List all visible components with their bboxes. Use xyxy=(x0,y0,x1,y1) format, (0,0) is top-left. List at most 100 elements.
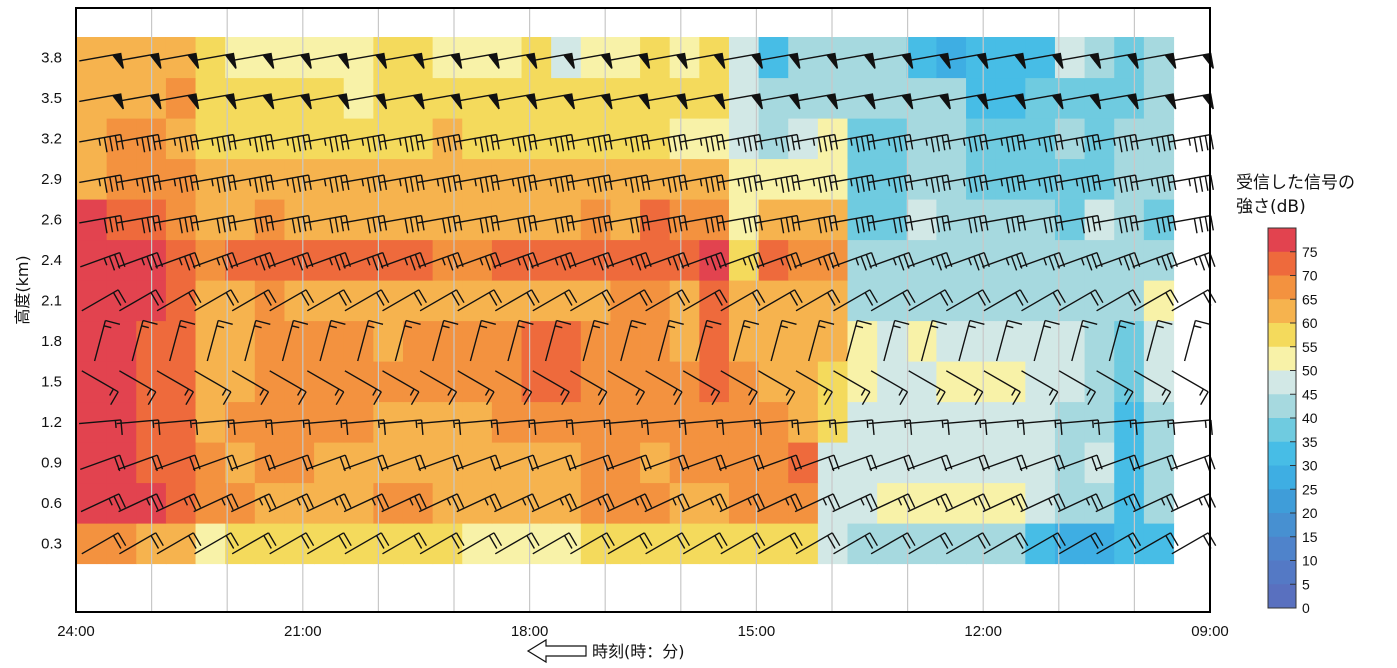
wind-barb xyxy=(567,419,612,435)
wind-barb xyxy=(231,493,277,513)
wind-barb xyxy=(607,289,653,312)
wind-barb xyxy=(682,370,721,406)
heatmap-cell xyxy=(343,239,374,281)
heatmap-cell xyxy=(1143,361,1175,403)
wind-barb xyxy=(379,133,425,153)
wind-barb xyxy=(1056,93,1102,110)
wind-barb xyxy=(718,174,763,193)
heatmap-cell xyxy=(462,523,493,565)
wind-barb xyxy=(645,532,691,555)
heatmap-cell xyxy=(699,523,730,565)
wind-barb xyxy=(192,251,239,271)
heatmap-cell xyxy=(817,239,849,281)
wind-barb xyxy=(191,174,237,193)
heatmap-cell xyxy=(1054,482,1086,524)
colorbar-tick-label: 30 xyxy=(1302,458,1318,474)
wind-barb xyxy=(1131,419,1176,435)
wind-barb xyxy=(1093,93,1139,110)
wind-barb xyxy=(304,214,350,234)
heatmap-cell xyxy=(462,320,493,362)
heatmap-cell xyxy=(462,482,493,524)
heatmap-cell xyxy=(877,482,908,524)
wind-barb xyxy=(982,493,1029,513)
wind-barb xyxy=(1058,289,1104,312)
wind-barb xyxy=(943,214,989,234)
wind-barb xyxy=(194,289,240,312)
wind-barb xyxy=(418,493,465,513)
wind-barb xyxy=(908,532,954,555)
wind-barb xyxy=(79,52,124,69)
wind-barb xyxy=(1093,174,1139,193)
colorbar-tick-label: 60 xyxy=(1302,315,1318,331)
wind-barb xyxy=(1019,251,1066,271)
wind-barb xyxy=(231,370,270,406)
heatmap-cell xyxy=(728,442,760,484)
wind-barb xyxy=(156,289,202,312)
y-tick-label: 3.8 xyxy=(41,49,62,66)
wind-barb xyxy=(344,289,390,312)
wind-barb xyxy=(906,174,951,193)
y-axis-ticks: 0.3 0.6 0.9 1.2 1.5 1.8 2.1 2.4 2.6 2.9 3.2 3.5 3.8 xyxy=(41,49,62,552)
colorbar-tick-label: 5 xyxy=(1302,576,1310,592)
heatmap-cell xyxy=(1084,280,1115,322)
wind-barb xyxy=(906,52,951,69)
heatmap-cell xyxy=(314,199,345,241)
x-tick-label: 12:00 xyxy=(964,623,1002,640)
heatmap-cell xyxy=(728,361,760,403)
wind-barb xyxy=(1132,251,1178,271)
wind-barb xyxy=(906,251,953,271)
wind-barb xyxy=(417,52,463,69)
wind-barb xyxy=(191,214,237,234)
wind-barb xyxy=(342,419,386,435)
wind-barb xyxy=(267,251,314,271)
wind-barb xyxy=(870,289,916,312)
heatmap-cell xyxy=(1054,523,1086,565)
wind-barb xyxy=(1096,532,1142,555)
wind-barb xyxy=(869,251,915,271)
wind-barb xyxy=(718,93,763,110)
wind-barb xyxy=(682,532,728,555)
wind-barb xyxy=(1169,93,1214,110)
wind-barb xyxy=(231,289,277,312)
wind-barb xyxy=(605,52,651,69)
heatmap-cell xyxy=(77,239,108,281)
heatmap-cell xyxy=(77,280,108,322)
x-tick-label: 15:00 xyxy=(738,623,776,640)
wind-barb xyxy=(379,52,425,69)
wind-barb xyxy=(795,289,841,312)
wind-barb xyxy=(469,319,496,362)
wind-barb xyxy=(306,532,352,555)
heatmap-cell xyxy=(966,158,997,200)
wind-barb xyxy=(1093,419,1138,435)
y-tick-label: 0.6 xyxy=(41,495,62,512)
heatmap-cell xyxy=(77,361,108,403)
wind-barb xyxy=(833,532,879,555)
wind-barb xyxy=(945,289,991,312)
heatmap-cell xyxy=(817,482,849,524)
wind-barb xyxy=(1021,532,1066,555)
wind-barb xyxy=(567,214,613,234)
wind-barb xyxy=(983,289,1029,312)
heatmap-cell xyxy=(877,523,908,565)
wind-barb xyxy=(343,493,390,513)
heatmap-cell xyxy=(699,37,730,79)
heatmap-cell xyxy=(877,158,908,200)
heatmap-cell xyxy=(77,523,108,565)
heatmap-cell xyxy=(165,280,197,322)
colorbar-bands xyxy=(1267,227,1297,609)
heatmap-cell xyxy=(699,239,730,281)
heatmap-cell xyxy=(669,523,700,565)
wind-barb xyxy=(642,419,687,435)
wind-barb xyxy=(417,419,462,435)
heatmap-cell xyxy=(402,442,434,484)
heatmap-cell xyxy=(77,199,108,241)
colorbar-tick-label: 35 xyxy=(1302,434,1318,450)
wind-barb xyxy=(868,93,914,110)
heatmap-cell xyxy=(728,280,760,322)
wind-barb xyxy=(680,174,726,193)
heatmap-cell xyxy=(817,118,849,160)
wind-barb xyxy=(680,214,726,234)
wind-barb xyxy=(304,419,349,435)
heatmap-cell xyxy=(640,320,671,362)
wind-barb xyxy=(507,319,534,362)
